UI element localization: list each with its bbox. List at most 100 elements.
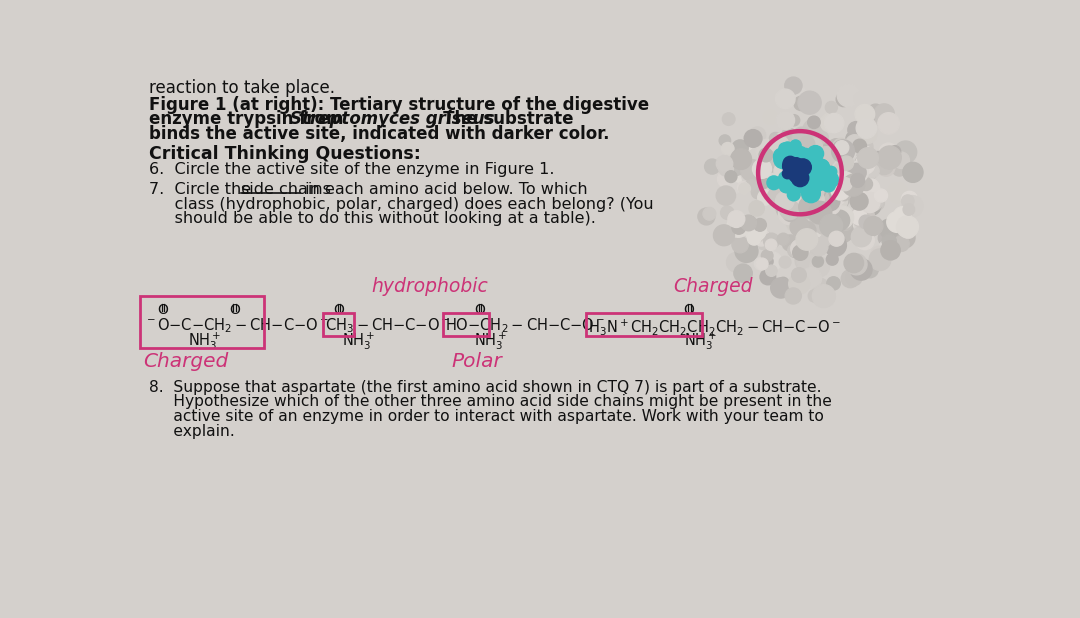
- Circle shape: [841, 269, 860, 287]
- Circle shape: [818, 182, 836, 199]
- Circle shape: [778, 158, 791, 170]
- Circle shape: [860, 177, 873, 190]
- Circle shape: [793, 172, 814, 194]
- Text: NH$_3^+$: NH$_3^+$: [684, 331, 717, 352]
- Circle shape: [779, 143, 791, 154]
- Circle shape: [800, 184, 814, 198]
- Circle shape: [792, 189, 813, 211]
- Circle shape: [741, 215, 756, 231]
- Circle shape: [850, 192, 868, 210]
- Circle shape: [799, 184, 818, 203]
- Circle shape: [820, 148, 833, 161]
- Circle shape: [728, 211, 745, 227]
- Circle shape: [794, 167, 807, 180]
- Circle shape: [801, 182, 822, 202]
- Circle shape: [826, 253, 838, 265]
- Circle shape: [869, 249, 891, 271]
- Circle shape: [804, 179, 823, 198]
- Circle shape: [791, 214, 809, 234]
- Circle shape: [798, 253, 812, 268]
- Circle shape: [797, 180, 814, 196]
- Circle shape: [811, 203, 826, 218]
- Circle shape: [717, 171, 734, 188]
- Circle shape: [847, 161, 868, 183]
- Circle shape: [814, 211, 827, 224]
- Circle shape: [716, 229, 728, 240]
- Circle shape: [809, 201, 832, 224]
- Circle shape: [778, 195, 794, 210]
- Circle shape: [753, 229, 770, 246]
- Circle shape: [864, 216, 882, 235]
- Circle shape: [829, 231, 843, 246]
- Circle shape: [852, 137, 873, 157]
- Circle shape: [726, 157, 745, 176]
- Circle shape: [833, 138, 850, 155]
- Circle shape: [719, 135, 730, 146]
- Circle shape: [805, 169, 819, 183]
- Circle shape: [894, 207, 912, 224]
- Circle shape: [777, 150, 787, 161]
- Circle shape: [865, 164, 879, 178]
- Circle shape: [823, 156, 836, 169]
- Circle shape: [813, 159, 829, 175]
- Circle shape: [791, 217, 810, 237]
- Circle shape: [865, 225, 877, 237]
- Text: 8.  Suppose that aspartate (the first amino acid shown in CTQ 7) is part of a su: 8. Suppose that aspartate (the first ami…: [149, 380, 822, 395]
- Circle shape: [814, 195, 827, 208]
- Text: should be able to do this without looking at a table).: should be able to do this without lookin…: [149, 211, 596, 226]
- Text: O: O: [684, 303, 694, 317]
- Text: Polar: Polar: [451, 352, 502, 371]
- Circle shape: [800, 164, 812, 176]
- Circle shape: [798, 221, 815, 240]
- Circle shape: [822, 210, 836, 224]
- Circle shape: [846, 131, 861, 146]
- Circle shape: [788, 167, 804, 182]
- Circle shape: [856, 184, 873, 200]
- Circle shape: [860, 161, 878, 180]
- Circle shape: [794, 169, 806, 180]
- Circle shape: [829, 159, 846, 174]
- Circle shape: [793, 127, 811, 146]
- Circle shape: [796, 179, 809, 192]
- Circle shape: [789, 156, 805, 171]
- Circle shape: [787, 158, 805, 174]
- Circle shape: [801, 168, 822, 188]
- Circle shape: [816, 177, 833, 193]
- Circle shape: [787, 188, 800, 201]
- Circle shape: [771, 278, 791, 298]
- Circle shape: [782, 142, 794, 154]
- Circle shape: [859, 215, 873, 229]
- Circle shape: [825, 101, 837, 113]
- Circle shape: [735, 239, 758, 263]
- Circle shape: [752, 186, 765, 199]
- Circle shape: [879, 143, 897, 162]
- Circle shape: [810, 238, 828, 256]
- Circle shape: [879, 240, 896, 257]
- Circle shape: [850, 258, 872, 280]
- Circle shape: [800, 184, 820, 202]
- Circle shape: [726, 173, 741, 188]
- Circle shape: [787, 193, 800, 206]
- Circle shape: [826, 186, 846, 206]
- Circle shape: [793, 166, 810, 183]
- Text: Streptomyces griseus: Streptomyces griseus: [291, 111, 495, 129]
- Circle shape: [835, 141, 849, 154]
- Circle shape: [824, 114, 843, 133]
- Circle shape: [794, 161, 805, 172]
- Text: O: O: [334, 303, 345, 317]
- Circle shape: [827, 188, 849, 210]
- Text: O: O: [158, 303, 168, 317]
- Circle shape: [810, 257, 829, 277]
- Circle shape: [792, 146, 808, 161]
- Circle shape: [805, 163, 819, 177]
- Circle shape: [799, 196, 821, 218]
- Circle shape: [802, 174, 818, 189]
- Text: Figure 1 (at right): Tertiary structure of the digestive: Figure 1 (at right): Tertiary structure …: [149, 96, 649, 114]
- Circle shape: [892, 162, 906, 176]
- Circle shape: [796, 148, 814, 166]
- Circle shape: [795, 159, 811, 176]
- Circle shape: [792, 268, 807, 282]
- Circle shape: [796, 161, 809, 174]
- Circle shape: [804, 182, 815, 193]
- Circle shape: [784, 83, 806, 105]
